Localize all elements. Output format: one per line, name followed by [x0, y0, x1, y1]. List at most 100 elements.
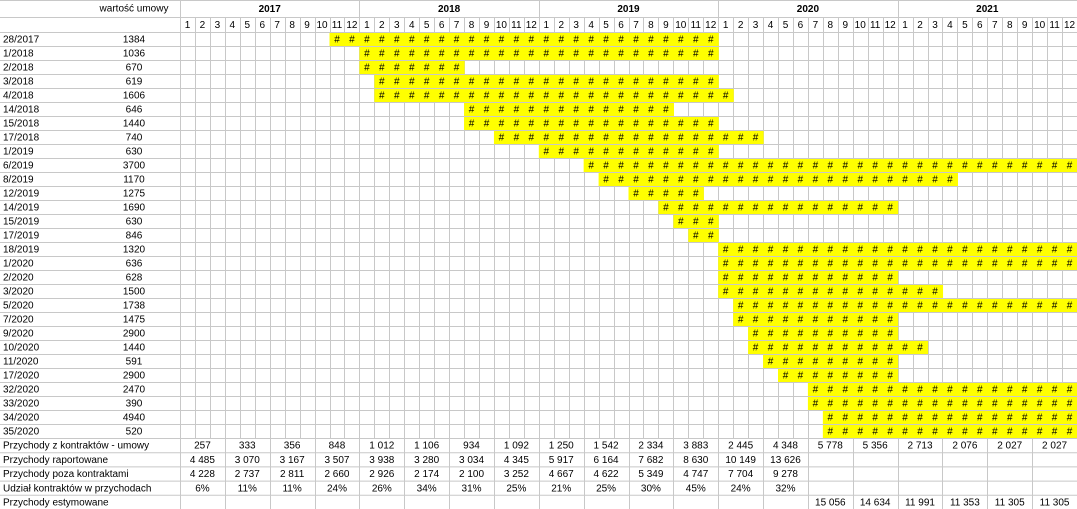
- cell-marker: #: [768, 161, 774, 172]
- summary-value: 30%: [641, 483, 661, 494]
- cell-marker: #: [499, 133, 505, 144]
- active-cell: [822, 243, 839, 256]
- active-cell: [882, 397, 899, 410]
- contract-label: 15/2019: [3, 217, 40, 228]
- cell-marker: #: [693, 77, 699, 88]
- active-cell: [688, 47, 704, 60]
- cell-marker: #: [842, 427, 848, 438]
- active-cell: [822, 313, 839, 326]
- cell-marker: #: [947, 301, 953, 312]
- active-cell: [733, 159, 749, 172]
- cell-marker: #: [529, 49, 535, 60]
- active-cell: [464, 47, 480, 60]
- active-cell: [538, 145, 555, 158]
- active-cell: [748, 299, 764, 312]
- active-cell: [568, 131, 585, 144]
- active-cell: [748, 327, 764, 340]
- value-column-header: wartość umowy: [99, 4, 169, 15]
- cell-marker: #: [902, 259, 908, 270]
- cell-marker: #: [768, 301, 774, 312]
- active-cell: [1062, 383, 1077, 396]
- active-cell: [718, 159, 734, 172]
- cell-marker: #: [947, 259, 953, 270]
- active-cell: [688, 215, 704, 228]
- month-header: 4: [768, 20, 774, 31]
- cell-marker: #: [469, 49, 475, 60]
- cell-marker: #: [394, 49, 400, 60]
- active-cell: [598, 89, 615, 102]
- active-cell: [374, 75, 390, 88]
- active-cell: [598, 145, 615, 158]
- active-cell: [643, 89, 659, 102]
- month-header: 12: [346, 20, 358, 31]
- active-cell: [882, 341, 899, 354]
- active-cell: [523, 103, 540, 116]
- cell-marker: #: [364, 35, 370, 46]
- month-header: 4: [409, 20, 415, 31]
- active-cell: [1017, 159, 1033, 172]
- cell-marker: #: [499, 77, 505, 88]
- active-cell: [882, 327, 899, 340]
- cell-marker: #: [783, 175, 789, 186]
- summary-label: Przychody raportowane: [3, 455, 108, 466]
- summary-value: 934: [463, 441, 480, 452]
- contract-value: 1738: [123, 301, 146, 312]
- contract-value: 591: [126, 357, 143, 368]
- active-cell: [598, 33, 615, 46]
- active-cell: [867, 201, 884, 214]
- cell-marker: #: [842, 371, 848, 382]
- cell-marker: #: [723, 287, 729, 298]
- active-cell: [1047, 257, 1063, 270]
- active-cell: [479, 117, 495, 130]
- summary-value: 21%: [551, 483, 571, 494]
- active-cell: [927, 257, 944, 270]
- active-cell: [822, 173, 839, 186]
- cell-marker: #: [514, 133, 520, 144]
- cell-marker: #: [633, 105, 639, 116]
- active-cell: [733, 173, 749, 186]
- summary-value: 3 167: [280, 455, 305, 466]
- month-header: 1: [185, 20, 191, 31]
- cell-marker: #: [917, 413, 923, 424]
- cell-marker: #: [902, 245, 908, 256]
- cell-marker: #: [902, 427, 908, 438]
- active-cell: [718, 131, 734, 144]
- contract-value: 2900: [123, 371, 146, 382]
- active-cell: [957, 397, 973, 410]
- active-cell: [837, 313, 854, 326]
- contract-label: 14/2019: [3, 203, 40, 214]
- cell-marker: #: [813, 245, 819, 256]
- active-cell: [763, 285, 779, 298]
- cell-marker: #: [543, 35, 549, 46]
- contract-label: 1/2019: [3, 147, 34, 158]
- active-cell: [643, 159, 659, 172]
- active-cell: [613, 131, 630, 144]
- active-cell: [733, 285, 749, 298]
- cell-marker: #: [828, 427, 834, 438]
- active-cell: [778, 327, 794, 340]
- cell-marker: #: [723, 133, 729, 144]
- cell-marker: #: [828, 161, 834, 172]
- active-cell: [508, 75, 525, 88]
- cell-marker: #: [1022, 427, 1028, 438]
- cell-marker: #: [798, 329, 804, 340]
- cell-marker: #: [514, 35, 520, 46]
- cell-marker: #: [828, 287, 834, 298]
- month-header: 9: [484, 20, 490, 31]
- cell-marker: #: [1037, 245, 1043, 256]
- active-cell: [1002, 299, 1018, 312]
- cell-marker: #: [857, 371, 863, 382]
- cell-marker: #: [663, 203, 669, 214]
- cell-marker: #: [618, 105, 624, 116]
- cell-marker: #: [663, 105, 669, 116]
- contract-label: 32/2020: [3, 385, 40, 396]
- active-cell: [733, 257, 749, 270]
- active-cell: [972, 397, 988, 410]
- contract-label: 9/2020: [3, 329, 34, 340]
- active-cell: [778, 257, 794, 270]
- contract-value: 846: [126, 231, 143, 242]
- cell-marker: #: [573, 147, 579, 158]
- active-cell: [957, 411, 973, 424]
- contract-value: 1440: [123, 119, 146, 130]
- cell-marker: #: [678, 91, 684, 102]
